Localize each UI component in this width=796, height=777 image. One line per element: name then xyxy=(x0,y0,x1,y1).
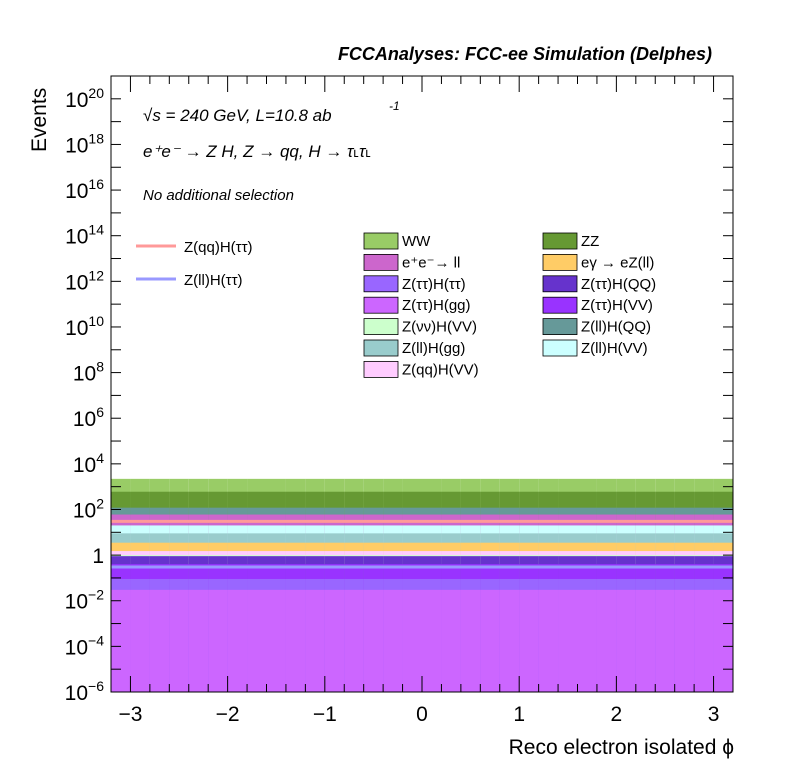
legend-swatch xyxy=(542,318,578,336)
stack-bar xyxy=(130,589,150,692)
stack-bar xyxy=(305,589,325,692)
legend-swatch xyxy=(363,275,399,293)
stack-bar xyxy=(402,589,422,692)
legend-label: Z(νν)H(VV) xyxy=(402,319,477,336)
stack-bar xyxy=(266,589,286,692)
stack-bar xyxy=(519,589,539,692)
stack-bar xyxy=(363,589,384,692)
stack-bar xyxy=(616,589,636,692)
legend-label: Z(ττ)H(ττ) xyxy=(402,276,466,293)
stack-bar xyxy=(713,589,733,692)
legend-swatch xyxy=(542,232,578,250)
stack-bar xyxy=(227,589,248,692)
stack-bar xyxy=(694,589,714,692)
energy-annotation-sup: -1 xyxy=(389,99,400,113)
y-tick-label: 10−4 xyxy=(65,632,105,659)
stack-bar xyxy=(441,589,461,692)
legend-swatch xyxy=(542,253,578,271)
legend-swatch xyxy=(542,275,578,293)
legend-label: Z(qq)H(VV) xyxy=(402,361,479,378)
y-tick-label: 1 xyxy=(92,545,104,568)
y-tick-label: 106 xyxy=(73,404,104,431)
energy-annotation: √s = 240 GeV, L=10.8 ab xyxy=(143,106,332,125)
legend-swatch xyxy=(363,339,399,357)
y-tick-label: 1016 xyxy=(65,176,104,203)
process-annotation: e⁺e⁻ → Z H, Z → qq, H → τ˪τ˪ xyxy=(143,142,371,161)
stack-bar xyxy=(596,589,617,692)
stack-bar xyxy=(208,589,228,692)
y-tick-label: 10−2 xyxy=(65,587,105,614)
legend-swatch xyxy=(363,318,399,336)
stack-bar xyxy=(674,589,695,692)
stack-bar xyxy=(558,589,578,692)
x-tick-label: 1 xyxy=(513,703,525,726)
stack-bar xyxy=(499,589,520,692)
legend-label: Z(ll)H(QQ) xyxy=(581,319,651,336)
legend-swatch xyxy=(363,296,399,314)
stack-bar xyxy=(422,589,442,692)
stack-bar xyxy=(324,589,345,692)
y-axis-label: Events xyxy=(28,88,51,152)
y-tick-label: 1010 xyxy=(65,313,104,340)
legend-label: WW xyxy=(402,233,431,250)
stack-bar xyxy=(655,589,675,692)
legend-swatch xyxy=(542,339,578,357)
selection-annotation: No additional selection xyxy=(143,187,294,204)
y-tick-label: 10−6 xyxy=(65,678,105,705)
x-axis-label: Reco electron isolated ϕ xyxy=(509,736,734,759)
stack-bar xyxy=(111,589,131,692)
x-tick-label: 2 xyxy=(611,703,623,726)
legend: Z(qq)H(ττ) Z(ll)H(ττ) WW ZZ e⁺e⁻→ ll eγ → eZ(… xyxy=(136,232,656,378)
line-layer xyxy=(111,519,733,569)
x-tick-label: −2 xyxy=(216,703,240,726)
stack-layer xyxy=(111,478,733,692)
legend-label: Z(ll)H(gg) xyxy=(402,340,465,357)
legend-line-label: Z(ll)H(ττ) xyxy=(184,272,243,289)
y-tick-label: 108 xyxy=(73,359,104,386)
y-tick-label: 104 xyxy=(73,450,104,477)
stack-bar xyxy=(169,589,189,692)
stack-bar xyxy=(247,589,267,692)
x-tick-label: −1 xyxy=(313,703,337,726)
stack-bar xyxy=(460,589,481,692)
tick-layer xyxy=(110,75,734,693)
y-tick-label: 102 xyxy=(73,495,104,522)
legend-swatch xyxy=(363,232,399,250)
legend-label: Z(ττ)H(QQ) xyxy=(581,276,656,293)
legend-swatch xyxy=(363,253,399,271)
legend-label: e⁺e⁻→ ll xyxy=(402,254,460,271)
stack-bar xyxy=(285,589,306,692)
legend-label: eγ → eZ(ll) xyxy=(581,254,654,271)
x-tick-label: 3 xyxy=(708,703,720,726)
chart-title: FCCAnalyses: FCC-ee Simulation (Delphes) xyxy=(338,44,712,64)
stack-bar xyxy=(188,589,209,692)
y-tick-label: 1012 xyxy=(65,267,104,294)
legend-line-label: Z(qq)H(ττ) xyxy=(184,239,253,256)
legend-label: ZZ xyxy=(581,233,599,250)
x-tick-label: −3 xyxy=(118,703,142,726)
y-tick-label: 1018 xyxy=(65,130,104,157)
x-tick-label: 0 xyxy=(416,703,428,726)
y-tick-label: 1020 xyxy=(65,85,104,112)
tick-label-layer: −3 −2 −1 0 1 2 3 10−6 10−4 10−2 1 102 104 106 108 1010 1… xyxy=(65,85,720,726)
stack-bar xyxy=(635,589,656,692)
y-tick-label: 1014 xyxy=(65,222,104,249)
legend-swatch xyxy=(542,296,578,314)
stack-bar xyxy=(149,589,170,692)
legend-label: Z(ll)H(VV) xyxy=(581,340,648,357)
stack-bar xyxy=(344,589,364,692)
legend-label: Z(ττ)H(gg) xyxy=(402,297,471,314)
legend-swatch xyxy=(363,360,399,378)
stack-bar xyxy=(538,589,559,692)
stack-bar xyxy=(480,589,500,692)
stack-bar xyxy=(383,589,403,692)
stack-bar xyxy=(577,589,597,692)
legend-label: Z(ττ)H(VV) xyxy=(581,297,653,314)
